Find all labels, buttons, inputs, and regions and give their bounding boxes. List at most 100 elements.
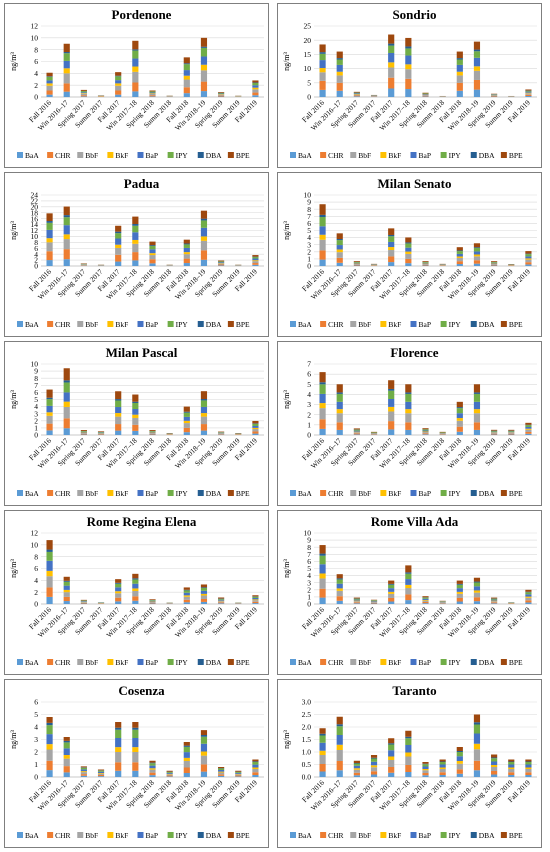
bar-segment-bpe: [456, 51, 463, 59]
bar-segment-bbf: [200, 240, 208, 251]
bar-segment-bbf: [491, 263, 498, 265]
bar-segment-chr: [319, 419, 326, 429]
bar-segment-bbf: [405, 253, 412, 259]
bar-segment-bkf: [149, 768, 156, 770]
legend-label-baa: BaA: [25, 489, 39, 498]
bar-segment-baa: [473, 89, 481, 97]
bar-segment-bbf: [252, 769, 259, 773]
y-tick-label: 7: [307, 360, 311, 369]
bar-segment-ipy: [80, 431, 87, 432]
y-tick-label: 4: [34, 250, 38, 259]
bar-segment-dba: [132, 578, 139, 580]
bar-segment-bap: [115, 587, 122, 592]
bar-segment-ipy: [456, 584, 463, 589]
bar-segment-dba: [46, 397, 53, 400]
bar-segment-ipy: [46, 725, 53, 735]
legend-swatch-ipy: [440, 152, 447, 158]
bar-segment-dba: [63, 215, 70, 218]
bar-segment-bpe: [473, 384, 481, 393]
bar-segment-bkf: [456, 591, 463, 594]
bar-segment-bap: [218, 599, 225, 601]
bar-segment-dba: [456, 751, 463, 752]
bar-segment-chr: [525, 262, 532, 265]
bar-segment-bpe: [80, 430, 87, 431]
legend-label-bbf: BbF: [358, 320, 371, 329]
legend-swatch-chr: [47, 321, 54, 327]
bar-segment-chr: [456, 769, 463, 774]
bar-segment-bpe: [353, 428, 360, 430]
bar-segment-chr: [336, 761, 343, 771]
bar-segment-chr: [218, 774, 225, 776]
legend-label-bbf: BbF: [358, 831, 371, 840]
bar-segment-baa: [132, 260, 139, 266]
legend-swatch-baa: [290, 490, 296, 496]
bar-segment-dba: [473, 722, 481, 725]
legend-label-bkf: BkF: [388, 151, 401, 160]
legend-swatch-chr: [47, 659, 54, 665]
bar-segment-baa: [166, 776, 173, 777]
bar-segment-dba: [115, 231, 122, 234]
bar-segment-bbf: [456, 75, 463, 83]
bar-segment-baa: [473, 770, 481, 777]
bar-segment-bkf: [319, 234, 326, 240]
bar-segment-bbf: [63, 592, 70, 597]
y-tick-label: 6: [307, 557, 311, 566]
bar-segment-dba: [439, 761, 446, 762]
bar-segment-chr: [388, 77, 395, 89]
bar-segment-chr: [473, 79, 481, 90]
bar-segment-bkf: [336, 409, 343, 414]
bar-segment-bap: [97, 771, 105, 773]
bar-segment-dba: [63, 52, 70, 54]
bar-segment-chr: [422, 95, 429, 97]
bar-segment-chr: [115, 597, 122, 602]
legend-label-chr: CHR: [55, 320, 70, 329]
bar-segment-dba: [183, 589, 190, 591]
bar-segment-chr: [456, 597, 463, 602]
y-tick-label: 6: [34, 244, 38, 253]
bar-segment-dba: [456, 250, 463, 252]
y-tick-label: 1: [34, 424, 38, 433]
bar-segment-chr: [115, 762, 122, 771]
bar-segment-bkf: [405, 752, 412, 757]
y-tick-label: 6: [34, 388, 38, 397]
bar-segment-bpe: [491, 754, 498, 758]
bar-segment-bpe: [149, 90, 156, 92]
bar-segment-bap: [63, 392, 70, 402]
y-axis-label: ng/m³: [9, 558, 18, 577]
legend-swatch-bkf: [380, 321, 387, 327]
y-tick-label: 15: [304, 50, 312, 59]
bar-segment-bkf: [218, 771, 225, 773]
legend-swatch-ipy: [167, 832, 174, 838]
bar-segment-bbf: [525, 597, 532, 601]
bar-segment-chr: [353, 95, 360, 97]
legend-label-chr: CHR: [328, 489, 343, 498]
bar-segment-bpe: [525, 89, 532, 91]
bar-segment-baa: [456, 264, 463, 266]
bar-segment-baa: [252, 603, 259, 604]
bar-segment-bpe: [319, 204, 326, 215]
legend-label-bbf: BbF: [358, 151, 371, 160]
bar-segment-baa: [473, 601, 481, 604]
bar-segment-chr: [439, 772, 446, 775]
bar-segment-bap: [422, 262, 429, 264]
y-tick-label: 3: [34, 735, 38, 744]
bar-segment-chr: [456, 261, 463, 265]
bar-segment-chr: [405, 594, 412, 601]
legend-label-bap: BaP: [419, 831, 432, 840]
legend-swatch-baa: [17, 152, 23, 158]
bar-segment-chr: [353, 772, 360, 776]
legend-label-ipy: IPY: [176, 151, 189, 160]
bar-segment-bbf: [336, 750, 343, 761]
bar-segment-bkf: [97, 773, 105, 774]
legend-label-bkf: BkF: [115, 831, 128, 840]
bar-segment-bap: [456, 253, 463, 257]
bar-segment-bap: [525, 594, 532, 597]
bar-segment-chr: [525, 431, 532, 434]
bar-segment-bpe: [353, 597, 360, 599]
bar-segment-bbf: [353, 769, 360, 773]
bar-segment-bap: [132, 58, 139, 67]
bar-segment-bkf: [353, 768, 360, 770]
bar-segment-ipy: [46, 222, 53, 230]
bar-segment-ipy: [200, 400, 208, 407]
